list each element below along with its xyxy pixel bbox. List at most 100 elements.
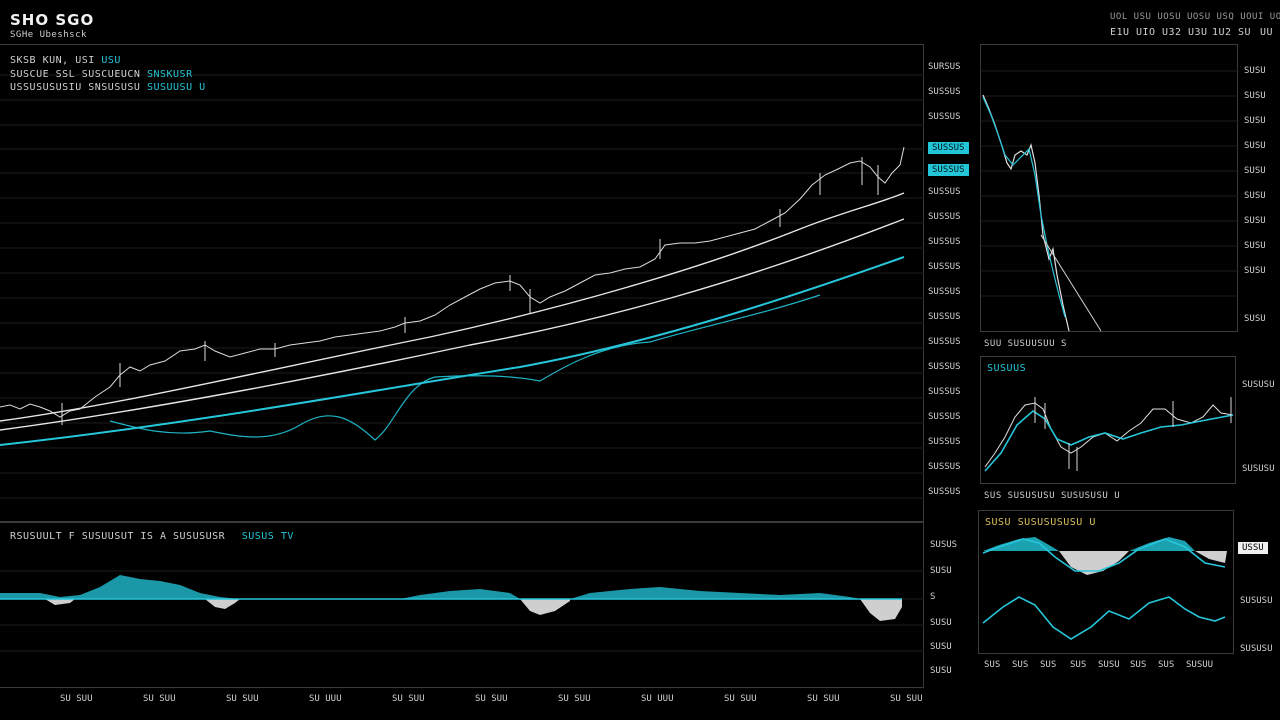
y-axis-label: SUSSUS — [928, 187, 961, 197]
main-chart-panel[interactable]: SKSB KUN, USI USU SUSCUE SSL SUSCUEUCN S… — [0, 44, 924, 522]
right-top-caption: SUU SUSUUSUU S — [984, 339, 1067, 349]
cyan-signal-line — [109, 294, 821, 441]
y-axis-label: SUSU — [1244, 141, 1266, 151]
y-axis-label: SUSSUS — [928, 337, 961, 347]
legend-text: USSUSUSUSIU SNSUSUSU — [10, 82, 141, 93]
legend-text: SKSB KUN, USI — [10, 55, 95, 66]
right-bottom-svg — [982, 537, 1227, 640]
right-mid-svg — [984, 397, 1234, 472]
y-axis-label: SURSUS — [928, 62, 961, 72]
top-right-value: U3U — [1188, 27, 1208, 38]
legend-text-accent: SNSKUSR — [146, 69, 193, 80]
x-axis-label: SU SUU — [226, 694, 259, 704]
y-axis-label: SUSSUS — [928, 387, 961, 397]
app-subtitle: SGHe Ubeshsck — [10, 30, 87, 40]
y-axis-label: SUSU — [930, 566, 952, 576]
y-axis-label: SUSU — [1244, 166, 1266, 176]
legend-text-accent: SUSUUSU U — [146, 82, 206, 93]
x-axis-label: SUS — [984, 660, 1001, 670]
y-axis-label: S — [930, 592, 936, 602]
oscillator-negative-area — [45, 599, 902, 621]
y-axis-label: SUSSUS — [928, 487, 961, 497]
top-right-value: UU — [1260, 27, 1274, 38]
candle-wicks — [61, 157, 879, 425]
price-candles — [0, 146, 905, 418]
right-bottom-panel[interactable]: SUSU SUSUSUSUSU U — [978, 510, 1234, 654]
x-axis: SU SUU SU SUU SU SUU SU UUU SU SUU SU SU… — [0, 694, 924, 708]
y-axis-label: SUSSUS — [928, 87, 961, 97]
y-axis-label: SUSU — [1244, 191, 1266, 201]
main-grid — [0, 74, 924, 499]
x-axis-label: SU SUU — [807, 694, 840, 704]
x-axis-label: SUS — [1040, 660, 1057, 670]
x-axis-label: SU SUU — [392, 694, 425, 704]
right-top-trend-line — [1040, 234, 1102, 332]
y-axis-label: SUSU — [1244, 91, 1266, 101]
top-right-value: 1U2 — [1212, 27, 1232, 38]
x-axis-label: SUS — [1130, 660, 1147, 670]
white-moving-average-slow — [0, 218, 905, 431]
y-axis-label: SUSSUS — [928, 362, 961, 372]
right-bottom-negative-area — [1059, 551, 1227, 575]
x-axis-label: SU SUU — [724, 694, 757, 704]
y-axis-label: SUSSUS — [928, 262, 961, 272]
x-axis-label: SU SUU — [143, 694, 176, 704]
right-mid-candle-wicks — [1034, 397, 1232, 471]
price-tag-current: SUSSUS — [928, 142, 969, 154]
legend-line-3: USSUSUSUSIU SNSUSUSU SUSUUSU U — [10, 82, 206, 93]
y-axis-label: SUSUS — [930, 540, 958, 550]
right-mid-title: SUSUUS — [987, 363, 1027, 374]
y-axis-label: SUSU — [930, 642, 952, 652]
x-axis-label: SUSUU — [1186, 660, 1214, 670]
y-axis-label: SUSSUS — [928, 212, 961, 222]
oscillator-label-text: RSUSUULT F SUSUUSUT IS A SUSUSUSR — [10, 531, 226, 542]
main-chart-svg[interactable] — [0, 45, 924, 523]
main-y-axis: SURSUS SUSSUS SUSSUS SUSSUS SUSSUS SUSSU… — [928, 62, 978, 502]
right-top-panel[interactable] — [980, 44, 1239, 332]
legend-line-2: SUSCUE SSL SUSCUEUCN SNSKUSR — [10, 69, 193, 80]
x-axis-label: SUSU — [1098, 660, 1120, 670]
y-axis-label: SUSU — [1244, 266, 1266, 276]
y-axis-label: SUSU — [930, 618, 952, 628]
x-axis-label: SU SUU — [890, 694, 923, 704]
top-right-values: E1U UIO U32 U3U 1U2 SU UU — [1110, 27, 1280, 39]
x-axis-label: SU SUU — [475, 694, 508, 704]
right-bottom-lower-line — [982, 596, 1226, 640]
oscillator-svg — [0, 570, 924, 652]
y-axis-label: SUSSUS — [928, 462, 961, 472]
x-axis-label: SU SUU — [60, 694, 93, 704]
oscillator-panel[interactable]: RSUSUULT F SUSUUSUT IS A SUSUSUSR SUSUS … — [0, 522, 924, 688]
right-bottom-x-axis: SUS SUS SUS SUS SUSU SUS SUS SUSUU — [982, 660, 1238, 674]
y-axis-label: SUSSUS — [928, 112, 961, 122]
oscillator-positive-area — [0, 575, 860, 599]
x-axis-label: SU SUU — [558, 694, 591, 704]
right-top-svg — [981, 70, 1239, 332]
right-bottom-y-label: SUSUSU — [1240, 644, 1273, 654]
x-axis-label: SU UUU — [309, 694, 342, 704]
app-title: SHO SGO — [10, 11, 95, 29]
y-axis-label: SUSU — [1244, 241, 1266, 251]
y-axis-label: SUSSUS — [928, 437, 961, 447]
right-top-cyan-line — [982, 96, 1066, 318]
right-bottom-tag: USSU — [1238, 542, 1268, 554]
y-axis-label: SUSSUS — [928, 237, 961, 247]
y-axis-label: SUSSUS — [928, 412, 961, 422]
right-mid-panel[interactable]: SUSUUS — [980, 356, 1236, 484]
top-right-value: E1U — [1110, 27, 1130, 38]
cyan-moving-average — [0, 256, 905, 446]
right-top-y-axis: SUSU SUSU SUSU SUSU SUSU SUSU SUSU SUSU … — [1244, 66, 1280, 326]
right-bottom-signal-line — [982, 538, 1226, 572]
legend-text-accent: USU — [101, 55, 121, 66]
legend-line-1: SKSB KUN, USI USU — [10, 55, 121, 66]
y-axis-label: SUSU — [1244, 116, 1266, 126]
top-right-info: UOL USU UOSU UOSU USQ UOUI UOUI USSU — [1110, 12, 1280, 22]
white-moving-average-fast — [0, 192, 905, 422]
right-bottom-title: SUSU SUSUSUSUSU U — [985, 517, 1096, 528]
top-right-value: SU — [1238, 27, 1252, 38]
x-axis-label: SUS — [1158, 660, 1175, 670]
y-axis-label: SUSU — [1244, 314, 1266, 324]
x-axis-label: SU UUU — [641, 694, 674, 704]
y-axis-label: SUSSUS — [928, 312, 961, 322]
x-axis-label: SUS — [1070, 660, 1087, 670]
right-mid-y-bottom: SUSUSU — [1242, 464, 1275, 474]
